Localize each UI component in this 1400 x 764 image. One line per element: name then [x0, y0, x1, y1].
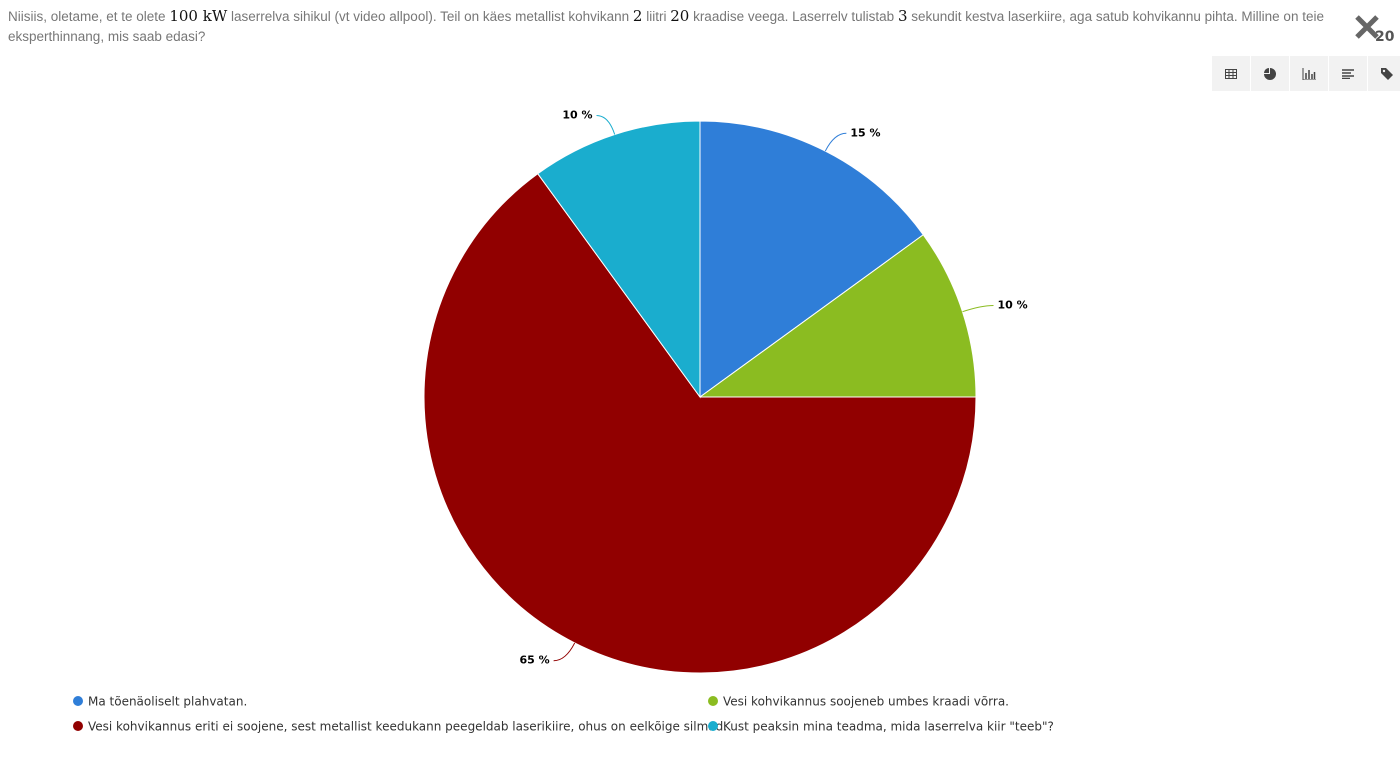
question-number: 100 kW: [169, 7, 228, 25]
legend-marker: [73, 721, 83, 731]
bar-view[interactable]: [1290, 56, 1329, 91]
label-connector: [596, 114, 616, 135]
table-view[interactable]: [1212, 56, 1251, 91]
response-count: 20: [1375, 29, 1395, 45]
question-number: 2: [632, 7, 643, 25]
close-button[interactable]: [1354, 14, 1380, 40]
legend-marker: [708, 696, 718, 706]
legend-label: Ma tõenäoliselt plahvatan.: [88, 695, 247, 709]
question-text: laserrelva sihikul (vt video allpool). T…: [227, 9, 633, 24]
pie-view[interactable]: [1251, 56, 1290, 91]
data-label: 10 %: [998, 299, 1028, 312]
pie-slice: [537, 120, 701, 399]
toolbar: [1212, 56, 1400, 91]
data-label: 65 %: [519, 654, 549, 667]
question-text: kraadise veega. Laserrelv tulistab: [689, 9, 898, 24]
pie-slice: [699, 120, 924, 398]
question-number: 20: [670, 7, 690, 25]
legend-label: Vesi kohvikannus soojeneb umbes kraadi v…: [723, 695, 1009, 709]
question: Niisiis, oletame, et te olete 100 kW las…: [8, 6, 1353, 47]
question-text: Niisiis, oletame, et te olete: [8, 9, 170, 24]
label-connector: [962, 305, 994, 313]
data-label: 10 %: [562, 108, 592, 121]
question-number: 3: [897, 7, 908, 25]
question-text: sekundit kestva laserkiire, aga satub ko…: [8, 9, 1324, 44]
legend-label: Kust peaksin mina teadma, mida laserrelv…: [723, 720, 1054, 734]
label-connector: [824, 132, 847, 152]
list-view[interactable]: [1329, 56, 1368, 91]
label-connector: [553, 642, 576, 662]
legend-label: Vesi kohvikannus eriti ei soojene, sest …: [88, 720, 727, 734]
data-label: 15 %: [850, 126, 880, 139]
tag-view[interactable]: [1368, 56, 1400, 91]
legend-marker: [73, 696, 83, 706]
question-text: liitri: [642, 9, 671, 24]
pie-slice: [423, 173, 977, 674]
pie-slice: [698, 234, 977, 398]
legend-marker: [708, 721, 718, 731]
